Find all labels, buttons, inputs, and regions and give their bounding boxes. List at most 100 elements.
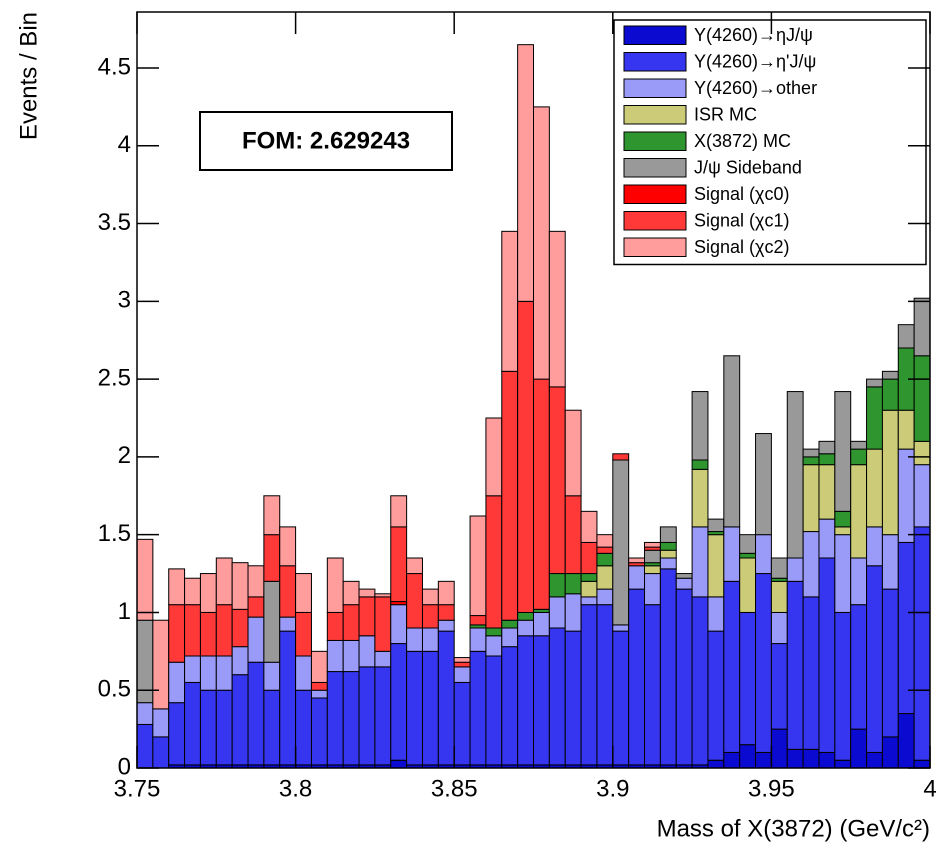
- histogram-segment: [723, 580, 741, 753]
- histogram-segment: [279, 630, 297, 766]
- legend-label: Signal (χc1): [694, 211, 789, 231]
- histogram-segment: [786, 557, 804, 582]
- histogram-segment: [342, 604, 360, 641]
- histogram-segment: [168, 604, 186, 663]
- histogram-segment: [501, 230, 519, 372]
- legend-label: Y(4260)→other: [694, 78, 817, 98]
- histogram-segment: [866, 751, 883, 769]
- histogram-segment: [834, 510, 852, 528]
- histogram-segment: [231, 646, 249, 676]
- histogram-segment: [326, 639, 344, 673]
- histogram-segment: [881, 370, 899, 380]
- histogram-segment: [850, 728, 868, 769]
- histogram-segment: [866, 378, 883, 388]
- histogram-segment: [818, 453, 836, 466]
- histogram-segment: [786, 391, 804, 559]
- histogram-segment: [390, 495, 408, 528]
- histogram-segment: [152, 736, 170, 769]
- histogram-segment: [866, 386, 883, 450]
- histogram-segment: [691, 468, 709, 528]
- histogram-segment: [247, 565, 265, 598]
- histogram-segment: [533, 611, 550, 637]
- histogram-segment: [437, 630, 455, 766]
- histogram-segment: [390, 643, 408, 761]
- histogram-segment: [675, 573, 693, 579]
- histogram-segment: [707, 534, 725, 598]
- histogram-segment: [263, 580, 281, 663]
- histogram-segment: [850, 464, 868, 559]
- histogram-segment: [485, 655, 503, 766]
- histogram-segment: [659, 568, 677, 766]
- legend-swatch: [623, 105, 687, 125]
- histogram-segment: [786, 748, 804, 769]
- histogram-segment: [548, 596, 566, 629]
- histogram-segment: [548, 627, 566, 766]
- histogram-segment: [913, 297, 931, 357]
- histogram-segment: [247, 596, 265, 618]
- histogram-segment: [644, 549, 661, 564]
- histogram-segment: [374, 666, 392, 766]
- histogram-segment: [421, 588, 439, 606]
- y-tick-label: 0.5: [98, 676, 131, 703]
- legend-swatch: [623, 52, 687, 72]
- histogram-segment: [723, 355, 741, 528]
- histogram-segment: [881, 534, 899, 590]
- histogram-segment: [326, 671, 344, 766]
- histogram-segment: [739, 744, 757, 769]
- histogram-segment: [406, 650, 423, 766]
- legend-label: Y(4260)→η'J/ψ: [694, 52, 816, 72]
- histogram-segment: [897, 713, 915, 769]
- histogram-segment: [644, 604, 661, 766]
- histogram-segment: [628, 557, 646, 564]
- histogram-segment: [184, 655, 201, 683]
- histogram-segment: [850, 448, 868, 466]
- histogram-segment: [659, 557, 677, 570]
- histogram-segment: [755, 751, 772, 769]
- histogram-segment: [913, 759, 931, 769]
- histogram-segment: [675, 577, 693, 590]
- histogram-segment: [263, 534, 281, 582]
- histogram-segment: [564, 495, 582, 575]
- histogram-segment: [897, 448, 915, 543]
- legend-label: Y(4260)→ηJ/ψ: [694, 25, 813, 45]
- histogram-segment: [390, 604, 408, 645]
- histogram-segment: [834, 534, 852, 613]
- histogram-segment: [406, 573, 423, 629]
- legend-swatch: [623, 237, 687, 257]
- histogram-segment: [834, 526, 852, 536]
- histogram-segment: [485, 627, 503, 637]
- histogram-segment: [612, 453, 630, 461]
- histogram-segment: [310, 697, 328, 766]
- histogram-segment: [580, 541, 598, 575]
- histogram-segment: [136, 723, 154, 769]
- histogram-segment: [913, 440, 931, 466]
- histogram-segment: [770, 643, 788, 730]
- histogram-segment: [485, 635, 503, 657]
- histogram-segment: [818, 518, 836, 559]
- histogram-segment: [755, 433, 772, 536]
- histogram-segment: [215, 689, 233, 766]
- histogram-segment: [707, 759, 725, 769]
- histogram-segment: [437, 580, 455, 606]
- annotation-box: [199, 111, 453, 171]
- histogram-segment: [136, 702, 154, 725]
- histogram-segment: [897, 324, 915, 349]
- histogram-segment: [263, 495, 281, 536]
- histogram-segment: [850, 440, 868, 450]
- histogram-segment: [564, 593, 582, 632]
- histogram-segment: [136, 538, 154, 621]
- histogram-segment: [564, 573, 582, 595]
- histogram-segment: [310, 681, 328, 691]
- histogram-segment: [421, 604, 439, 629]
- histogram-segment: [691, 596, 709, 766]
- histogram-segment: [199, 655, 217, 691]
- histogram-segment: [215, 655, 233, 691]
- histogram-segment: [739, 557, 757, 613]
- histogram-segment: [596, 552, 614, 567]
- histogram-segment: [517, 619, 535, 637]
- histogram-segment: [596, 534, 614, 548]
- histogram-segment: [659, 549, 677, 559]
- x-tick-label: 4: [923, 775, 936, 802]
- histogram-segment: [390, 759, 408, 769]
- histogram-segment: [707, 630, 725, 761]
